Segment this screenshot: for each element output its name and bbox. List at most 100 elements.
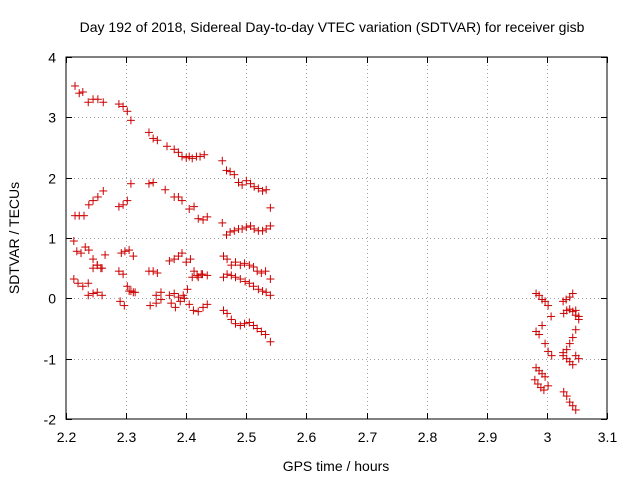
data-point	[99, 98, 108, 107]
data-point	[231, 258, 240, 267]
data-point	[571, 325, 580, 334]
data-point	[227, 315, 236, 324]
data-point	[123, 282, 132, 291]
data-point	[541, 339, 550, 348]
data-point	[156, 288, 165, 297]
data-point	[559, 387, 568, 396]
data-point	[194, 214, 203, 223]
data-point	[80, 211, 89, 220]
data-point	[170, 255, 179, 264]
data-point	[185, 205, 194, 214]
data-point	[178, 152, 187, 161]
data-point	[231, 273, 240, 282]
data-point	[227, 261, 236, 270]
data-point	[226, 167, 235, 176]
data-point	[119, 270, 128, 279]
data-point	[120, 247, 129, 256]
y-tick-label: 4	[48, 50, 56, 66]
data-point	[126, 116, 135, 125]
data-point	[190, 202, 199, 211]
data-point	[93, 95, 102, 104]
data-point	[71, 81, 80, 90]
x-tick-label: 2.6	[297, 429, 317, 445]
data-point	[574, 312, 583, 321]
data-point	[167, 299, 176, 308]
data-point	[262, 185, 271, 194]
data-point	[152, 299, 161, 308]
data-point	[240, 319, 249, 328]
data-point	[266, 221, 275, 230]
data-point	[170, 289, 179, 298]
data-point	[568, 401, 577, 410]
data-point	[72, 247, 81, 256]
data-point	[99, 186, 108, 195]
data-point	[149, 134, 158, 143]
data-point	[84, 291, 93, 300]
data-point	[153, 136, 162, 145]
data-point	[257, 327, 266, 336]
data-point	[203, 271, 212, 280]
y-tick-label: -1	[44, 352, 57, 368]
data-point	[544, 347, 553, 356]
x-tick-label: 2.3	[117, 429, 137, 445]
data-point	[98, 264, 107, 273]
data-point	[174, 293, 183, 302]
data-point	[203, 300, 212, 309]
data-point	[194, 307, 203, 316]
data-point	[84, 200, 93, 209]
data-point	[535, 291, 544, 300]
data-point	[123, 107, 132, 116]
data-point	[253, 267, 262, 276]
data-point	[254, 184, 263, 193]
data-point	[197, 270, 206, 279]
data-point	[156, 295, 165, 304]
data-point	[245, 318, 254, 327]
data-point	[182, 258, 191, 267]
x-tick-label: 2.4	[177, 429, 197, 445]
data-point	[171, 303, 180, 312]
data-point	[174, 192, 183, 201]
data-point	[123, 196, 132, 205]
data-point	[230, 170, 239, 179]
data-point	[183, 285, 192, 294]
data-point	[574, 354, 583, 363]
data-point	[146, 301, 155, 310]
data-point	[200, 150, 209, 159]
data-point	[266, 291, 275, 300]
y-tick-label: -2	[44, 412, 57, 428]
data-point	[238, 224, 247, 233]
data-point	[188, 154, 197, 163]
data-point	[568, 333, 577, 342]
data-point	[89, 264, 98, 273]
data-point	[178, 249, 187, 258]
data-point	[236, 321, 245, 330]
data-point	[565, 339, 574, 348]
x-tick-label: 2.5	[237, 429, 257, 445]
data-point	[249, 282, 258, 291]
data-point	[144, 128, 153, 137]
data-point	[571, 405, 580, 414]
data-point	[238, 180, 247, 189]
data-point	[242, 176, 251, 185]
data-point	[250, 224, 259, 233]
data-point	[126, 179, 135, 188]
data-point	[153, 268, 162, 277]
data-point	[249, 262, 258, 271]
data-point	[129, 288, 138, 297]
plot-frame	[65, 56, 608, 420]
data-point	[562, 345, 571, 354]
data-point	[165, 291, 174, 300]
data-point	[199, 215, 208, 224]
data-point	[245, 261, 254, 270]
data-point	[162, 142, 171, 151]
data-point	[129, 252, 138, 261]
data-point	[223, 270, 232, 279]
data-point	[245, 279, 254, 288]
data-point	[266, 337, 275, 346]
data-point	[174, 148, 183, 157]
data-point	[176, 297, 185, 306]
data-point	[149, 267, 158, 276]
data-point	[218, 218, 227, 227]
data-point	[241, 277, 250, 286]
y-tick-label: 0	[48, 291, 56, 307]
